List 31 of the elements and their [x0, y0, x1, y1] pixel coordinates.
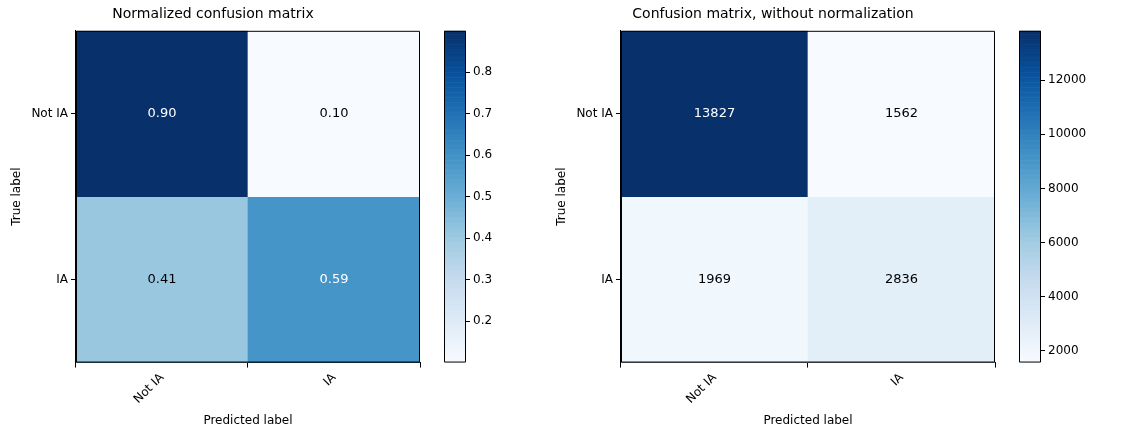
data-label: 1969: [697, 270, 732, 286]
x-tick-label: Not IA: [683, 369, 720, 406]
color-bar-label: 2000: [1048, 342, 1079, 357]
color-bar-label: 0.8: [473, 64, 493, 79]
data-label: 1562: [884, 105, 919, 121]
data-label: 13827: [693, 105, 736, 121]
x-axis-title: Predicted label: [763, 412, 853, 427]
color-bar-label: 0.5: [473, 188, 493, 203]
data-label: 0.10: [319, 105, 349, 121]
data-label: 0.41: [147, 270, 177, 286]
color-bar-label: 0.3: [473, 271, 493, 286]
color-bar-label: 0.7: [473, 105, 493, 120]
color-bar-label: 4000: [1048, 288, 1079, 303]
x-tick-label: Not IA: [130, 369, 167, 406]
x-axis-title: Predicted label: [203, 412, 293, 427]
data-label: 0.59: [319, 270, 349, 286]
color-bar-label: 0.2: [473, 313, 493, 328]
color-bar-label: 8000: [1048, 180, 1079, 195]
color-bar-label: 0.4: [473, 230, 493, 245]
data-label: 2836: [884, 270, 919, 286]
x-tick-label: IA: [887, 369, 907, 389]
color-bar-label: 12000: [1048, 72, 1087, 87]
x-tick-label: IA: [320, 369, 339, 389]
chart-title: Confusion matrix, without normalization: [632, 5, 914, 22]
y-axis-title: True label: [554, 167, 569, 227]
chart-title: Normalized confusion matrix: [112, 5, 314, 22]
data-label: 0.90: [147, 105, 177, 121]
color-bar-label: 0.6: [473, 147, 493, 162]
color-bar-label: 6000: [1048, 234, 1079, 249]
color-bar-label: 10000: [1048, 126, 1087, 141]
y-axis-title: True label: [9, 167, 24, 227]
